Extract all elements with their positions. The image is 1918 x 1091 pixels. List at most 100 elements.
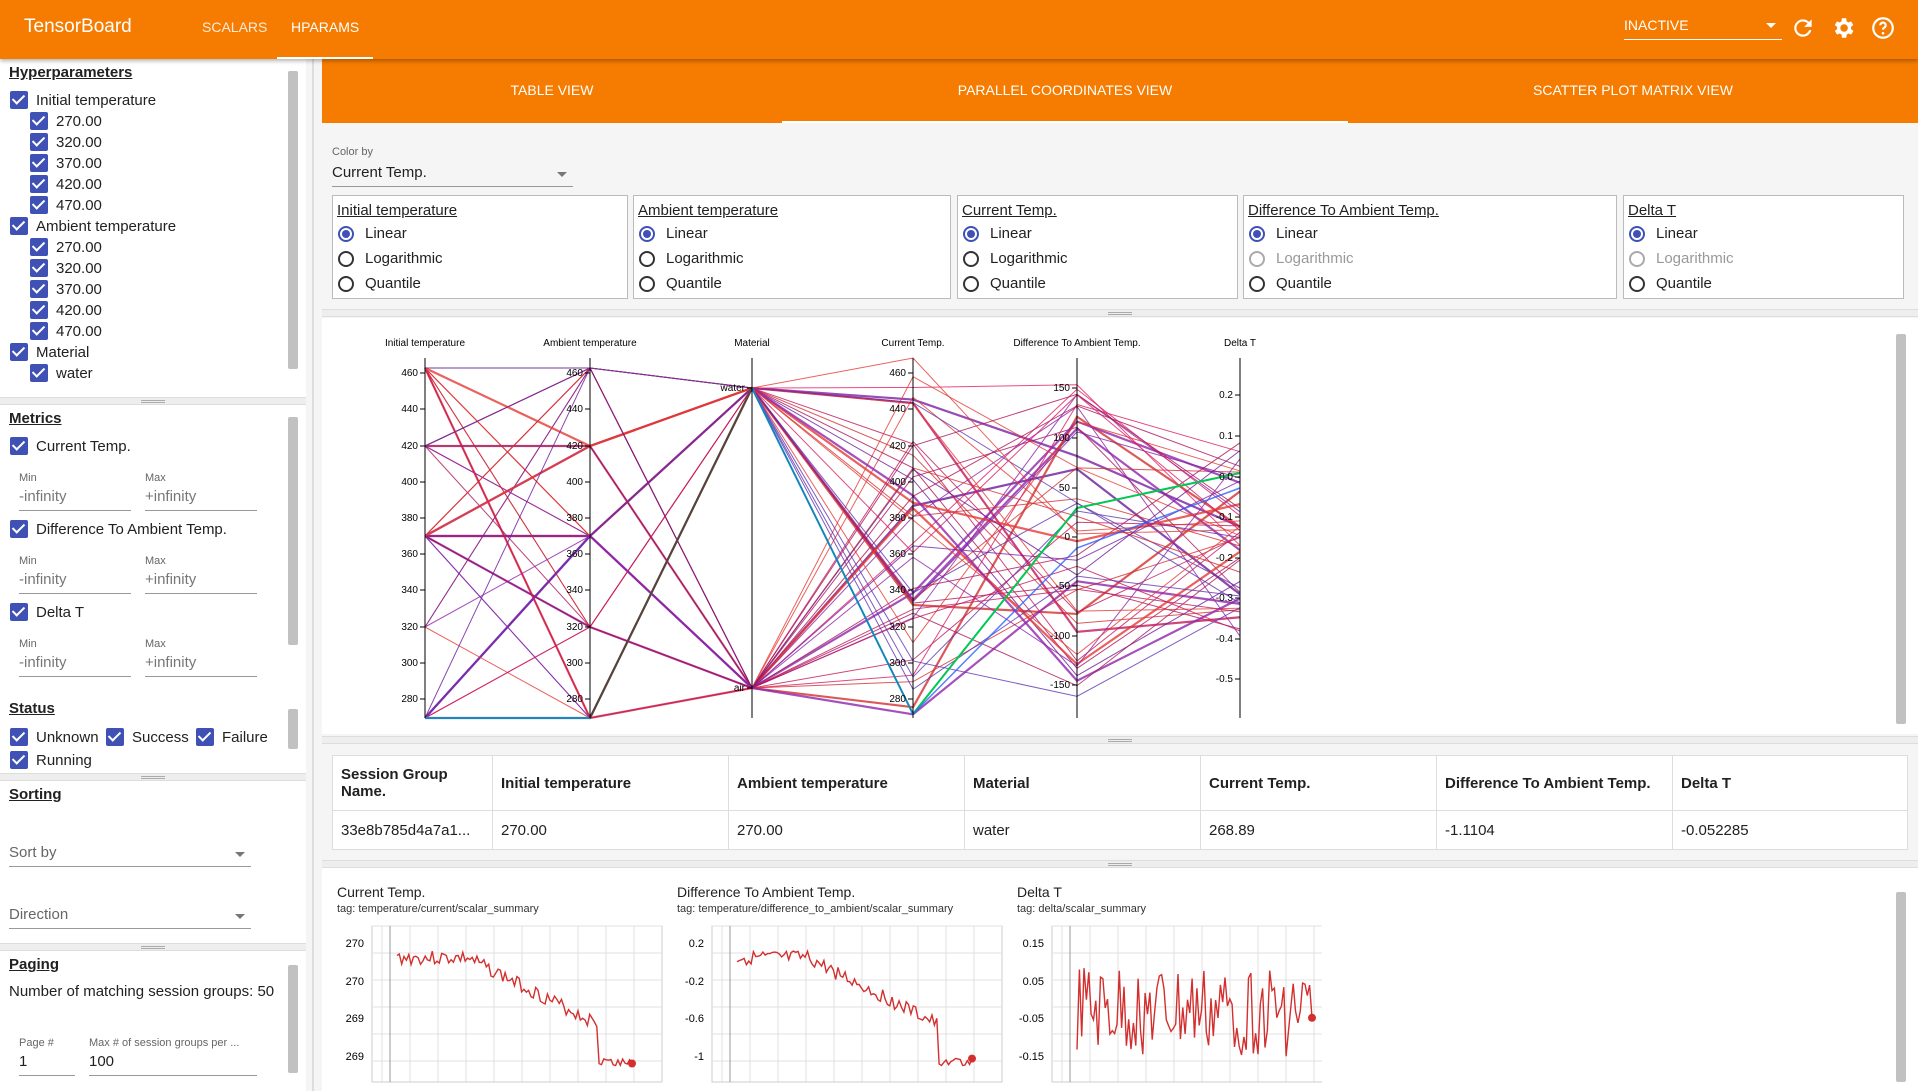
tick-label: 150 <box>1053 383 1070 394</box>
cards-scrollbar[interactable] <box>1896 892 1906 1082</box>
session-line <box>424 367 1241 690</box>
parallel-coordinates-plot[interactable]: Initial temperature 460 440 420 400 380 360 340… <box>322 318 1882 734</box>
tick-label: -0.1 <box>1216 512 1234 523</box>
axis-label: Initial temperature <box>385 338 465 349</box>
status-scrollbar[interactable] <box>288 709 298 749</box>
sort-by-select[interactable]: Sort by <box>9 843 251 867</box>
session-line <box>424 367 1241 612</box>
tick-label: -0.05 <box>1019 1013 1044 1025</box>
sidebar-splitter[interactable] <box>0 773 306 781</box>
current-temp-max-input[interactable]: +infinity <box>145 487 257 511</box>
tick-label: 300 <box>566 658 583 669</box>
col-ambient-temperature[interactable]: Ambient temperature <box>728 755 965 811</box>
tab-scalars[interactable]: SCALARS <box>202 19 268 35</box>
tick-label: 360 <box>566 549 583 560</box>
delta-max-input[interactable]: +infinity <box>145 653 257 677</box>
difference-max-input[interactable]: +infinity <box>145 570 257 594</box>
chart-frame <box>371 925 663 1083</box>
axis-title: Difference To Ambient Temp. <box>1248 202 1439 219</box>
tick-label: 300 <box>401 658 418 669</box>
tick-label: -0.3 <box>1216 593 1234 604</box>
tick-label: 270 <box>346 976 364 988</box>
table-row[interactable]: 33e8b785d4a7a1... 270.00 270.00 water 26… <box>332 810 1908 850</box>
cell-current-temp: 268.89 <box>1200 810 1437 850</box>
tick-label: -50 <box>1056 581 1071 592</box>
col-delta-t[interactable]: Delta T <box>1672 755 1908 811</box>
col-material[interactable]: Material <box>964 755 1201 811</box>
tick-label: 460 <box>889 368 906 379</box>
col-current-temp[interactable]: Current Temp. <box>1200 755 1437 811</box>
tick-label: -0.5 <box>1216 674 1234 685</box>
view-splitter[interactable] <box>322 860 1918 868</box>
tab-table-view[interactable]: TABLE VIEW <box>510 82 594 98</box>
card-tag-delta-t: tag: delta/scalar_summary <box>1017 903 1146 915</box>
sidebar-splitter[interactable] <box>0 943 306 951</box>
gear-icon[interactable] <box>1830 15 1856 41</box>
col-initial-temperature[interactable]: Initial temperature <box>492 755 729 811</box>
card-title-current-temp: Current Temp. <box>337 884 426 900</box>
tick-label: 420 <box>566 441 583 452</box>
delta-min-input[interactable]: -infinity <box>19 653 131 677</box>
max-label: Max <box>145 555 166 567</box>
tick-label: 0 <box>1064 532 1070 543</box>
tab-scatter-plot-matrix-view[interactable]: SCATTER PLOT MATRIX VIEW <box>1533 82 1733 98</box>
chevron-down-icon <box>1766 23 1776 28</box>
tick-label: 400 <box>889 477 906 488</box>
axis-options-current-temp: Current Temp. Linear Logarithmic Quantil… <box>957 195 1238 299</box>
session-line <box>425 386 1241 538</box>
tick-label: 460 <box>401 368 418 379</box>
hparams-scrollbar[interactable] <box>288 71 298 369</box>
plot-scrollbar[interactable] <box>1896 334 1906 724</box>
session-line <box>425 386 1241 719</box>
tick-label: 360 <box>889 549 906 560</box>
col-difference-to-ambient[interactable]: Difference To Ambient Temp. <box>1436 755 1673 811</box>
run-status-select[interactable]: INACTIVE <box>1624 14 1782 40</box>
tick-label: 0.2 <box>1219 390 1233 401</box>
help-icon[interactable] <box>1870 15 1896 41</box>
tick-label: 280 <box>566 694 583 705</box>
session-line <box>424 405 1241 689</box>
metrics-title: Metrics <box>9 410 62 427</box>
hyperparameters-title: Hyperparameters <box>9 64 133 81</box>
tick-label: 340 <box>889 585 906 596</box>
session-line <box>424 367 1241 628</box>
tick-label: -150 <box>1050 680 1070 691</box>
paging-scrollbar[interactable] <box>288 965 298 1073</box>
session-line <box>425 387 1241 601</box>
view-splitter[interactable] <box>322 736 1918 744</box>
max-groups-label: Max # of session groups per ... <box>89 1037 240 1049</box>
tick-label: 380 <box>889 513 906 524</box>
scalar-charts: 270 270 269 269 0.2 -0.2 -0.6 -1 0.15 0.05 -0.05 -0… <box>346 925 1322 1083</box>
max-groups-input[interactable]: 100 <box>89 1052 257 1076</box>
metrics-scrollbar[interactable] <box>288 417 298 645</box>
table-header-row: Session Group Name. Initial temperature … <box>332 755 1908 811</box>
hyperparameters-section: Hyperparameters Initial temperature 270.… <box>0 59 306 397</box>
tick-label: water <box>720 383 746 394</box>
tick-label: 380 <box>401 513 418 524</box>
axis-options-initial-temperature: Initial temperature Linear Logarithmic Q… <box>332 195 628 299</box>
session-line <box>424 387 1241 719</box>
tick-label: 440 <box>889 404 906 415</box>
sidebar-splitter[interactable] <box>0 397 306 405</box>
tab-hparams[interactable]: HPARAMS <box>277 0 374 59</box>
color-by-select[interactable]: Current Temp. <box>332 163 573 187</box>
refresh-icon[interactable] <box>1790 15 1816 41</box>
tick-label: 100 <box>1053 433 1070 444</box>
col-session-group[interactable]: Session Group Name. <box>332 755 493 811</box>
session-line <box>425 367 1241 697</box>
axis-options-ambient-temperature: Ambient temperature Linear Logarithmic Q… <box>633 195 951 299</box>
current-temp-min-input[interactable]: -infinity <box>19 487 131 511</box>
page-input[interactable]: 1 <box>19 1052 75 1076</box>
direction-select[interactable]: Direction <box>9 905 251 929</box>
tick-label: -0.2 <box>685 976 704 988</box>
sorting-section: Sorting Sort by Direction <box>0 781 306 943</box>
min-label: Min <box>19 472 37 484</box>
tick-label: 320 <box>401 622 418 633</box>
cell-difference-to-ambient: -1.1104 <box>1436 810 1673 850</box>
tab-parallel-coordinates-view[interactable]: PARALLEL COORDINATES VIEW <box>782 59 1348 123</box>
difference-min-input[interactable]: -infinity <box>19 570 131 594</box>
tick-label: -0.2 <box>1216 553 1234 564</box>
tick-label: -1 <box>694 1051 704 1063</box>
view-splitter[interactable] <box>322 309 1918 317</box>
session-line <box>424 387 1241 719</box>
